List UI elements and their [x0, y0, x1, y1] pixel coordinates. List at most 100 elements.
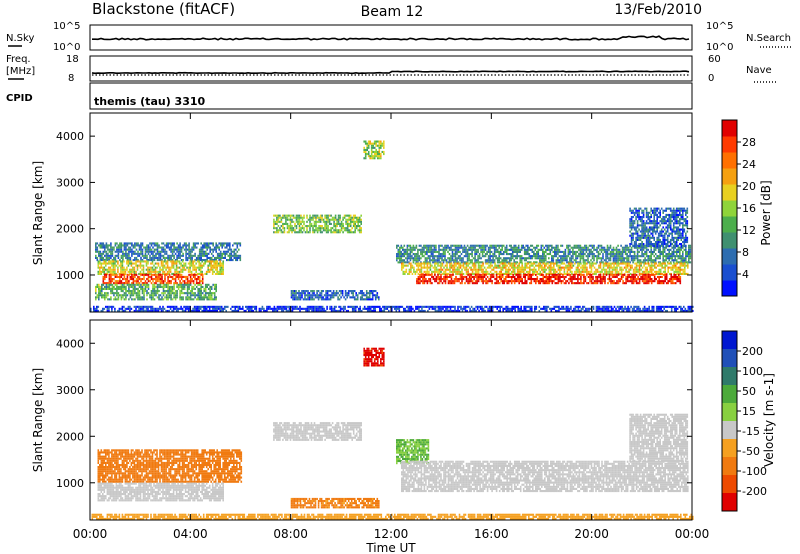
range-gate-cell — [470, 273, 472, 276]
range-gate-cell — [96, 259, 99, 262]
range-gate-cell — [162, 282, 165, 285]
range-gate-cell — [159, 270, 161, 273]
range-gate-cell — [150, 270, 152, 273]
range-gate-cell — [571, 266, 573, 269]
range-gate-cell — [416, 270, 418, 273]
range-gate-cell — [426, 259, 428, 262]
range-gate-cell — [158, 254, 160, 257]
range-gate-cell — [97, 272, 100, 275]
range-gate-cell — [577, 264, 579, 267]
range-gate-cell — [199, 268, 202, 271]
range-gate-cell — [518, 262, 520, 265]
range-gate-cell — [109, 266, 112, 269]
range-gate-cell — [111, 260, 113, 263]
range-gate-cell — [151, 262, 154, 265]
range-gate-cell — [180, 285, 183, 288]
range-gate-cell — [557, 259, 559, 262]
range-gate-cell — [377, 157, 379, 160]
range-gate-cell — [104, 292, 106, 295]
range-gate-cell — [328, 290, 330, 293]
range-gate-cell — [555, 248, 558, 251]
range-gate-cell — [423, 275, 426, 278]
range-gate-cell — [611, 282, 614, 285]
range-gate-cell — [291, 225, 293, 228]
range-gate-cell — [159, 259, 162, 262]
range-gate-cell — [198, 290, 201, 293]
range-gate-cell — [408, 257, 410, 260]
range-gate-cell — [515, 280, 517, 283]
range-gate-cell — [123, 242, 126, 245]
range-gate-cell — [488, 278, 490, 281]
range-gate-cell — [544, 280, 546, 283]
range-gate-cell — [319, 225, 322, 228]
range-gate-cell — [137, 290, 139, 293]
range-gate-cell — [141, 273, 144, 276]
range-gate-cell — [99, 272, 101, 275]
range-gate-cell — [633, 257, 636, 260]
range-gate-cell — [117, 268, 119, 271]
range-gate-cell — [419, 268, 421, 271]
range-gate-cell — [495, 280, 498, 283]
range-gate-cell — [437, 262, 439, 265]
range-gate-cell — [638, 266, 641, 269]
range-gate-cell — [584, 261, 586, 264]
range-gate-cell — [173, 250, 175, 253]
range-gate-cell — [177, 246, 180, 249]
range-gate-cell — [533, 272, 536, 275]
range-gate-cell — [370, 298, 372, 301]
range-gate-cell — [689, 257, 692, 260]
range-gate-cell — [330, 222, 332, 225]
range-gate-cell — [198, 254, 201, 257]
range-gate-cell — [607, 262, 609, 265]
range-gate-cell — [595, 280, 597, 283]
range-gate-cell — [465, 250, 467, 253]
range-gate-cell — [627, 257, 630, 260]
range-gate-cell — [623, 259, 625, 262]
range-gate-cell — [685, 246, 687, 249]
range-gate-cell — [442, 250, 445, 253]
range-gate-cell — [550, 264, 552, 267]
range-gate-cell — [536, 244, 538, 247]
range-gate-cell — [187, 268, 190, 271]
range-gate-cell — [430, 255, 433, 258]
range-gate-cell — [213, 248, 216, 251]
range-gate-cell — [459, 282, 462, 285]
range-gate-cell — [616, 268, 618, 271]
range-gate-cell — [556, 282, 558, 285]
range-gate-cell — [649, 270, 651, 273]
range-gate-cell — [604, 268, 606, 271]
range-gate-cell — [578, 264, 581, 267]
range-gate-cell — [654, 248, 657, 251]
range-gate-cell — [492, 253, 494, 256]
range-gate-cell — [201, 273, 204, 276]
range-gate-cell — [486, 259, 488, 262]
range-gate-cell — [622, 273, 624, 276]
range-gate-cell — [529, 268, 531, 271]
range-gate-cell — [628, 273, 630, 276]
range-gate-cell — [405, 264, 408, 267]
range-gate-cell — [96, 250, 99, 253]
range-gate-cell — [159, 298, 162, 301]
range-gate-cell — [188, 252, 190, 255]
range-gate-cell — [141, 268, 143, 271]
range-gate-cell — [522, 275, 525, 278]
range-gate-cell — [489, 259, 491, 262]
range-gate-cell — [420, 266, 423, 269]
range-gate-cell — [316, 216, 319, 219]
range-gate-cell — [209, 294, 211, 297]
range-gate-cell — [516, 266, 519, 269]
range-gate-cell — [98, 250, 100, 253]
range-gate-cell — [192, 282, 195, 285]
range-gate-cell — [604, 264, 606, 267]
range-gate-cell — [204, 259, 207, 262]
range-gate-cell — [607, 282, 609, 285]
range-gate-cell — [200, 280, 202, 283]
range-gate-cell — [185, 283, 187, 286]
range-gate-cell — [229, 252, 231, 255]
range-gate-cell — [685, 255, 687, 258]
range-gate-cell — [177, 273, 180, 276]
range-gate-cell — [215, 256, 217, 259]
range-gate-cell — [536, 275, 539, 278]
range-gate-cell — [617, 259, 619, 262]
range-gate-cell — [318, 216, 320, 219]
